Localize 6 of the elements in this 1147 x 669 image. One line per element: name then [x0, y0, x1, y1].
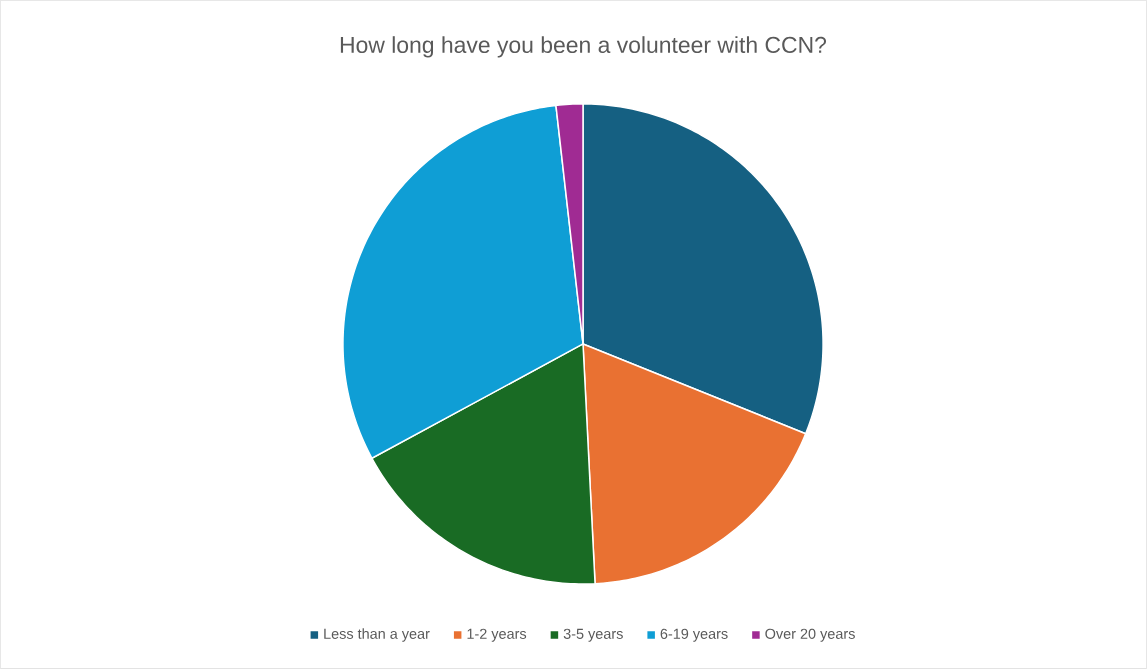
chart-title: How long have you been a volunteer with CCN?: [340, 36, 827, 58]
legend-label: 6-19 years: [660, 628, 728, 642]
legend-label: Less than a year: [324, 628, 430, 642]
legend-label: 3-5 years: [563, 628, 623, 642]
legend-label: Over 20 years: [765, 628, 855, 642]
legend-label: 1-2 years: [467, 628, 527, 642]
